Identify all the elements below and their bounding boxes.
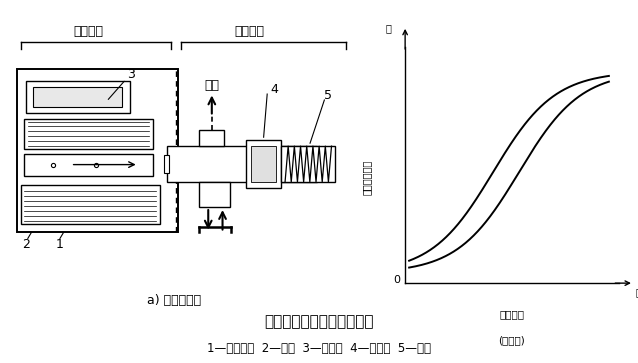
Bar: [24, 119, 153, 149]
Text: 电磁部分: 电磁部分: [73, 25, 103, 38]
Text: 通电电流: 通电电流: [500, 309, 524, 319]
Bar: [199, 182, 230, 207]
Bar: [251, 146, 276, 182]
Text: (空占比): (空占比): [499, 335, 525, 345]
Text: 1—电磁线圈  2—滑阀  3—滑阀轴  4—控制阀  5—弹簧: 1—电磁线圈 2—滑阀 3—滑阀轴 4—控制阀 5—弹簧: [207, 342, 431, 355]
Text: a) 结构示意图: a) 结构示意图: [147, 294, 202, 307]
Bar: [24, 154, 153, 176]
Text: 4: 4: [271, 83, 278, 96]
Bar: [33, 87, 122, 107]
Bar: [26, 81, 130, 113]
Text: 2: 2: [22, 238, 30, 251]
Bar: [167, 146, 317, 182]
Bar: [20, 185, 160, 224]
Bar: [281, 146, 335, 182]
Text: 3: 3: [128, 68, 135, 81]
Bar: [163, 155, 169, 173]
Text: 高: 高: [385, 23, 391, 33]
Text: 5: 5: [324, 89, 332, 102]
Text: 调压部分: 调压部分: [234, 25, 264, 38]
Text: 1: 1: [56, 238, 64, 251]
Bar: [199, 130, 225, 146]
Bar: [17, 69, 178, 232]
Text: 排出: 排出: [204, 79, 219, 91]
Text: 线性电磁压力: 线性电磁压力: [362, 159, 372, 195]
Text: 占空比式电磁阀结构与原理: 占空比式电磁阀结构与原理: [264, 314, 374, 329]
Text: 大: 大: [635, 287, 638, 298]
Text: 0: 0: [394, 275, 401, 285]
Bar: [246, 140, 281, 188]
